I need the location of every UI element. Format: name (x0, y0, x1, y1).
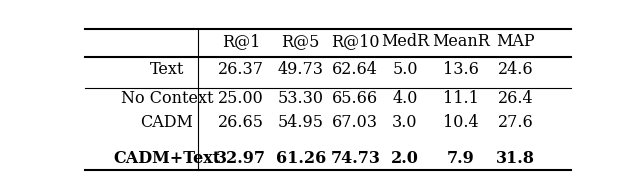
Text: MedR: MedR (381, 33, 429, 50)
Text: No Context: No Context (120, 91, 213, 108)
Text: R@5: R@5 (282, 33, 320, 50)
Text: 74.73: 74.73 (330, 150, 380, 167)
Text: 3.0: 3.0 (392, 114, 418, 131)
Text: Text: Text (150, 62, 184, 79)
Text: 26.37: 26.37 (218, 62, 264, 79)
Text: 2.0: 2.0 (391, 150, 419, 167)
Text: 13.6: 13.6 (443, 62, 479, 79)
Text: 5.0: 5.0 (392, 62, 418, 79)
Text: 11.1: 11.1 (443, 91, 479, 108)
Text: 24.6: 24.6 (498, 62, 533, 79)
Text: R@1: R@1 (222, 33, 260, 50)
Text: 32.97: 32.97 (216, 150, 266, 167)
Text: 31.8: 31.8 (496, 150, 535, 167)
Text: 61.26: 61.26 (276, 150, 326, 167)
Text: 27.6: 27.6 (498, 114, 533, 131)
Text: 26.4: 26.4 (498, 91, 533, 108)
Text: 65.66: 65.66 (332, 91, 378, 108)
Text: 25.00: 25.00 (218, 91, 264, 108)
Text: 7.9: 7.9 (447, 150, 475, 167)
Text: 54.95: 54.95 (278, 114, 324, 131)
Text: 26.65: 26.65 (218, 114, 264, 131)
Text: 49.73: 49.73 (278, 62, 324, 79)
Text: CADM: CADM (140, 114, 193, 131)
Text: CADM+Text: CADM+Text (113, 150, 220, 167)
Text: R@10: R@10 (331, 33, 380, 50)
Text: 67.03: 67.03 (332, 114, 378, 131)
Text: 10.4: 10.4 (443, 114, 479, 131)
Text: 62.64: 62.64 (332, 62, 378, 79)
Text: MAP: MAP (496, 33, 535, 50)
Text: 4.0: 4.0 (392, 91, 417, 108)
Text: MeanR: MeanR (432, 33, 490, 50)
Text: 53.30: 53.30 (278, 91, 324, 108)
